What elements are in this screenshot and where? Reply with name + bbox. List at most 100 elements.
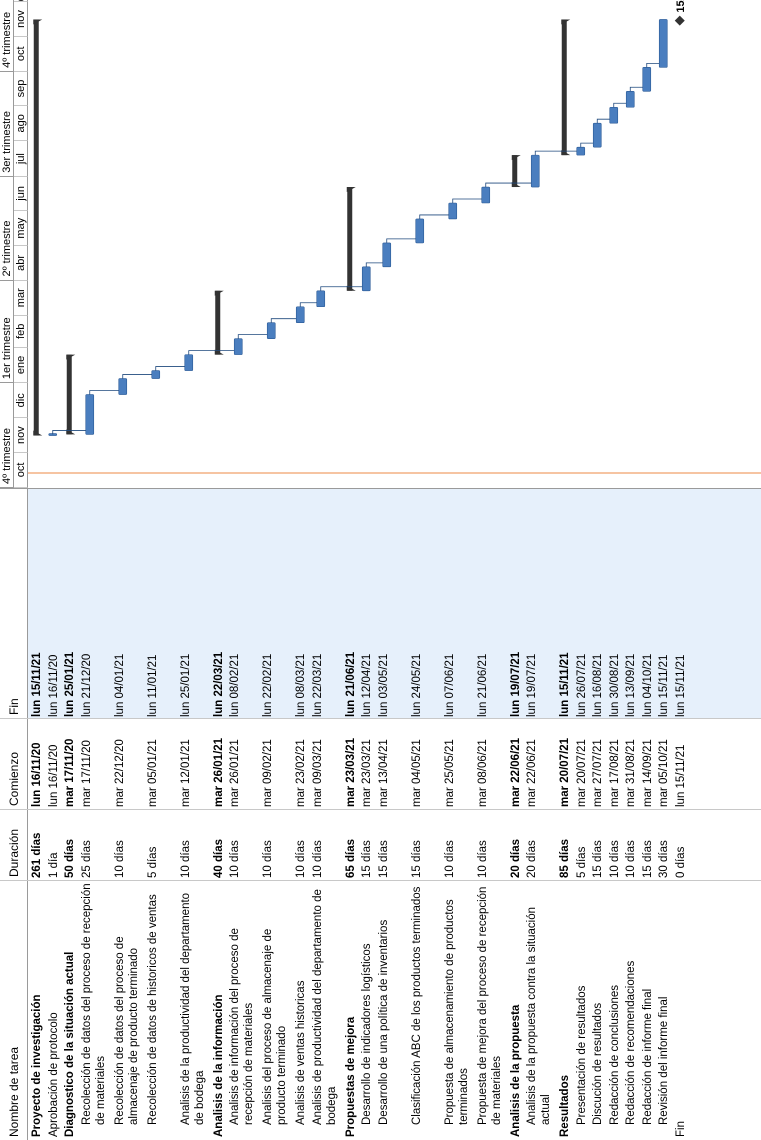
task-duration: 10 días bbox=[229, 840, 241, 878]
summary-end-right bbox=[346, 187, 356, 193]
task-row[interactable]: Propuesta de mejora del proceso de recep… bbox=[474, 489, 507, 1140]
task-row[interactable]: Redacción de conclusiones 10 días mar 17/0… bbox=[606, 489, 623, 1140]
task-bar[interactable] bbox=[415, 218, 425, 244]
task-bar[interactable] bbox=[382, 242, 392, 268]
task-row[interactable]: Desarrollo de indicadores logísticos 15 d… bbox=[358, 489, 375, 1140]
task-duration: 20 días bbox=[526, 840, 538, 878]
task-row[interactable]: Recolección de datos del proceso de alma… bbox=[111, 489, 144, 1140]
dependency-link bbox=[299, 302, 317, 307]
task-name: Propuesta de mejora del proceso de recep… bbox=[476, 886, 503, 1125]
summary-bar[interactable] bbox=[561, 19, 567, 156]
summary-bar[interactable] bbox=[33, 19, 39, 436]
task-row[interactable]: Analisis de información del proceso de r… bbox=[226, 489, 259, 1140]
task-bar[interactable] bbox=[295, 306, 305, 323]
task-row[interactable]: Propuesta de almacenamiento de productos… bbox=[441, 489, 474, 1140]
task-name: Revisión del informe final bbox=[658, 996, 670, 1125]
task-name: Analisis de la información bbox=[212, 994, 225, 1137]
task-end: lun 12/04/21 bbox=[361, 653, 373, 717]
task-end: lun 15/11/21 bbox=[674, 654, 687, 717]
task-duration: 1 día bbox=[47, 852, 60, 878]
task-bar[interactable] bbox=[233, 338, 243, 355]
task-duration: 25 días bbox=[80, 840, 93, 878]
task-row[interactable]: Diagnostico de la situación actual 50 día… bbox=[61, 489, 78, 1140]
task-name: Analisis de ventas historicas bbox=[295, 980, 307, 1125]
task-row[interactable]: Analisis de la información 40 días mar 26/… bbox=[210, 489, 227, 1140]
task-bar[interactable] bbox=[530, 154, 540, 188]
dependency-link bbox=[122, 374, 152, 379]
task-bar[interactable] bbox=[592, 122, 602, 148]
task-end: lun 30/08/21 bbox=[608, 653, 621, 717]
task-row[interactable]: Discución de resultados 15 días mar 27/07/… bbox=[589, 489, 606, 1140]
task-end: lun 21/06/21 bbox=[344, 651, 357, 717]
task-name: Diagnostico de la situación actual bbox=[64, 951, 76, 1137]
task-name: Resultados bbox=[559, 1075, 571, 1137]
header-start[interactable]: Comienzo bbox=[0, 719, 28, 810]
task-row[interactable]: Analisis del proceso de almacenaje de pr… bbox=[259, 489, 292, 1140]
task-row[interactable]: Clasificación ABC de los productos termi… bbox=[408, 489, 441, 1140]
task-row[interactable]: Fin 0 días lun 15/11/21 lun 15/11/21 bbox=[672, 489, 689, 1140]
task-duration: 10 días bbox=[262, 840, 274, 878]
summary-bar[interactable] bbox=[512, 155, 518, 188]
task-bar[interactable] bbox=[118, 378, 128, 395]
header-task-name[interactable]: Nombre de tarea bbox=[0, 881, 28, 1140]
task-row[interactable]: Presentación de resultados 5 días mar 20/0… bbox=[573, 489, 590, 1140]
dependency-link bbox=[629, 86, 643, 92]
task-row[interactable]: Analisis de la productividad del departa… bbox=[177, 489, 210, 1140]
task-row[interactable]: Aprobación de protocolo 1 día lun 16/11/20… bbox=[45, 489, 62, 1140]
task-bar[interactable] bbox=[642, 67, 652, 92]
task-bar[interactable] bbox=[481, 186, 491, 204]
task-bar[interactable] bbox=[361, 266, 371, 292]
task-row[interactable]: Proyecto de investigación 261 días lun 16/… bbox=[28, 489, 45, 1140]
task-bar[interactable] bbox=[151, 370, 161, 379]
task-name: Proyecto de investigación bbox=[31, 994, 43, 1137]
task-name: Analisis de la propuesta contra la situa… bbox=[526, 907, 552, 1125]
task-row[interactable]: Analisis de la propuesta contra la situa… bbox=[523, 489, 556, 1140]
task-end: lun 16/08/21 bbox=[592, 653, 604, 717]
task-bar[interactable] bbox=[184, 354, 194, 371]
task-end: lun 15/11/21 bbox=[658, 654, 670, 717]
header-duration[interactable]: Duración bbox=[0, 810, 28, 881]
task-row[interactable]: Recolección de datos del proceso de rece… bbox=[78, 489, 111, 1140]
task-row[interactable]: Analisis de la propuesta 20 días mar 22/06… bbox=[507, 489, 524, 1140]
dependency-link bbox=[534, 150, 577, 156]
task-name: Desarrollo de una política de inventario… bbox=[377, 919, 390, 1125]
task-bar[interactable] bbox=[576, 146, 586, 156]
dependency-link bbox=[270, 318, 297, 323]
summary-end-right bbox=[66, 354, 76, 360]
task-name: Redacción de conclusiones bbox=[608, 984, 621, 1125]
task-end: lun 22/02/21 bbox=[262, 653, 274, 717]
task-bar[interactable] bbox=[316, 290, 326, 308]
task-duration: 40 días bbox=[212, 839, 225, 878]
task-row[interactable]: Analisis de ventas historicas 10 días mar … bbox=[292, 489, 309, 1140]
task-row[interactable]: Redacción de recomendaciones 10 días mar 3… bbox=[622, 489, 639, 1140]
task-bar[interactable] bbox=[266, 322, 276, 339]
task-row[interactable]: Redacción de informe final 15 días mar 14/… bbox=[639, 489, 656, 1140]
task-row[interactable]: Desarrollo de una política de inventario… bbox=[375, 489, 408, 1140]
task-name: Presentación de resultados bbox=[575, 985, 588, 1125]
dependency-link bbox=[485, 182, 532, 188]
task-duration: 10 días bbox=[608, 840, 621, 878]
task-bar[interactable] bbox=[448, 202, 458, 220]
summary-bar[interactable] bbox=[215, 290, 221, 355]
task-bar[interactable] bbox=[85, 394, 95, 435]
task-bar[interactable] bbox=[609, 106, 619, 124]
task-bar[interactable] bbox=[658, 19, 668, 68]
task-row[interactable]: Analisis de productividad del departamen… bbox=[309, 489, 342, 1140]
task-end: lun 24/05/21 bbox=[410, 653, 423, 717]
task-row[interactable]: Revisión del informe final 30 días mar 05/… bbox=[655, 489, 672, 1140]
task-end: lun 25/01/21 bbox=[179, 653, 192, 717]
task-duration: 15 días bbox=[377, 840, 390, 878]
task-row[interactable]: Resultados 85 días mar 20/07/21 lun 15/11/2… bbox=[556, 489, 573, 1140]
task-row[interactable]: Recolección de datos de historicos de ve… bbox=[144, 489, 177, 1140]
task-bar[interactable] bbox=[625, 90, 635, 108]
task-end: lun 15/11/21 bbox=[31, 652, 43, 717]
summary-bar[interactable] bbox=[347, 187, 353, 291]
task-row[interactable]: Propuestas de mejora 65 días mar 23/03/21 l… bbox=[342, 489, 359, 1140]
task-end: lun 16/11/20 bbox=[47, 654, 60, 717]
task-end: lun 22/03/21 bbox=[212, 651, 225, 717]
summary-bar[interactable] bbox=[66, 354, 72, 435]
dependency-link bbox=[155, 366, 185, 371]
dependency-link bbox=[452, 198, 482, 203]
header-end[interactable]: Fin bbox=[0, 489, 28, 719]
